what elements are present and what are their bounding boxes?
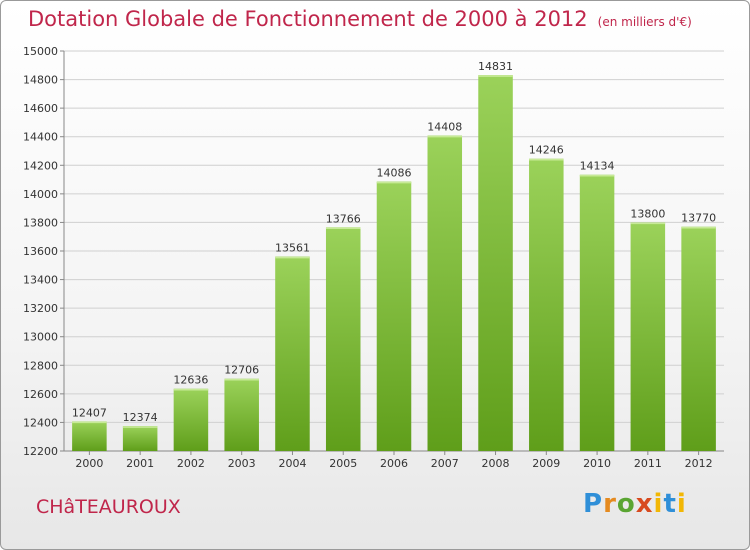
- bar: [173, 388, 209, 451]
- x-tick-label: 2012: [685, 457, 713, 470]
- y-tick-label: 12600: [23, 388, 58, 401]
- data-label: 13766: [326, 212, 361, 225]
- commune-name: CHâTEAUROUX: [36, 496, 181, 518]
- data-label: 14831: [478, 60, 513, 73]
- y-tick-label: 13400: [23, 274, 58, 287]
- data-label: 12374: [123, 411, 158, 424]
- proxiti-logo: Proxiti: [583, 489, 687, 519]
- unit-label: (en milliers d'€): [597, 15, 692, 29]
- chart-title: Dotation Globale de Fonctionnement de 20…: [28, 7, 692, 31]
- y-tick-label: 14800: [23, 74, 58, 87]
- x-tick-label: 2003: [228, 457, 256, 470]
- x-tick-label: 2008: [482, 457, 510, 470]
- y-tick-label: 13800: [23, 216, 58, 229]
- y-tick-label: 12400: [23, 416, 58, 429]
- y-tick-label: 14400: [23, 131, 58, 144]
- bar: [579, 174, 615, 451]
- x-tick-label: 2004: [278, 457, 306, 470]
- data-label: 12706: [224, 364, 259, 377]
- y-tick-label: 12800: [23, 359, 58, 372]
- data-label: 14408: [427, 121, 462, 134]
- data-label: 12407: [72, 406, 107, 419]
- x-tick-label: 2002: [177, 457, 205, 470]
- y-tick-label: 15000: [23, 45, 58, 58]
- y-tick-label: 12200: [23, 445, 58, 458]
- bar: [478, 75, 513, 452]
- bar: [122, 426, 158, 451]
- data-label: 14246: [529, 144, 564, 157]
- bar: [72, 421, 107, 451]
- data-label: 14134: [580, 160, 615, 173]
- data-label: 13770: [681, 212, 716, 225]
- bar: [630, 222, 666, 451]
- x-tick-label: 2005: [329, 457, 357, 470]
- x-tick-label: 2006: [380, 457, 408, 470]
- x-tick-label: 2011: [634, 457, 662, 470]
- bar: [681, 226, 716, 451]
- bar: [325, 227, 361, 451]
- bar: [529, 158, 564, 451]
- x-tick-label: 2010: [583, 457, 611, 470]
- data-label: 12636: [173, 374, 208, 387]
- x-tick-label: 2007: [431, 457, 459, 470]
- x-tick-label: 2000: [75, 457, 103, 470]
- y-tick-label: 14200: [23, 159, 58, 172]
- y-tick-label: 13200: [23, 302, 58, 315]
- title-text: Dotation Globale de Fonctionnement de 20…: [28, 7, 588, 31]
- data-label: 13800: [630, 207, 665, 220]
- bar: [224, 378, 259, 451]
- x-tick-label: 2001: [126, 457, 154, 470]
- bar: [427, 135, 463, 452]
- x-tick-label: 2009: [532, 457, 560, 470]
- y-tick-label: 14600: [23, 102, 58, 115]
- bar: [275, 256, 310, 451]
- data-label: 14086: [377, 167, 412, 180]
- y-tick-label: 14000: [23, 188, 58, 201]
- y-tick-label: 13600: [23, 245, 58, 258]
- data-label: 13561: [275, 242, 310, 255]
- y-tick-label: 13000: [23, 331, 58, 344]
- bar: [376, 181, 412, 452]
